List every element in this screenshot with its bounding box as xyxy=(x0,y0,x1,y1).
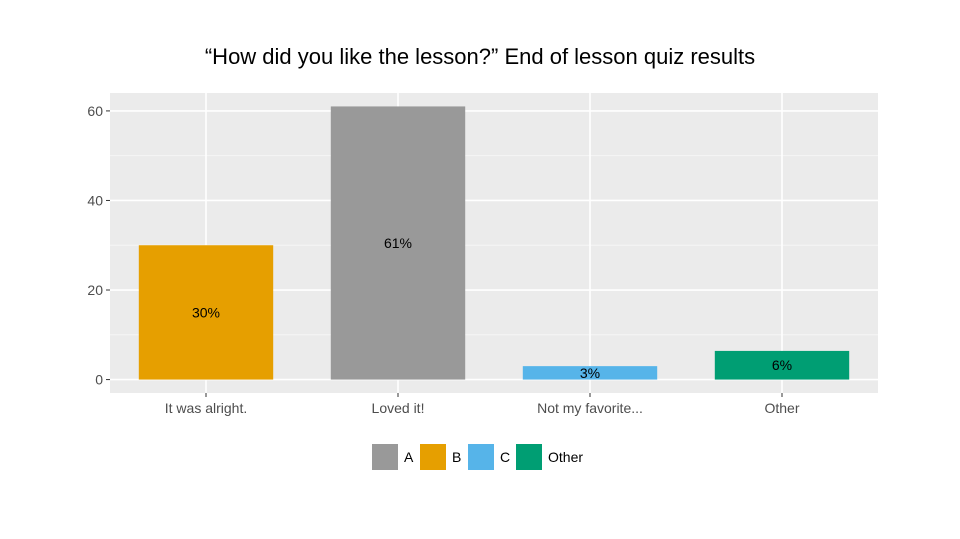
legend-label: A xyxy=(404,449,414,465)
legend-key-other xyxy=(516,444,542,470)
x-tick-label: Loved it! xyxy=(372,400,425,416)
y-tick-label: 40 xyxy=(87,192,103,208)
legend-key-c xyxy=(468,444,494,470)
chart-title: “How did you like the lesson?” End of le… xyxy=(205,44,755,69)
x-axis: It was alright. Loved it! Not my favorite.… xyxy=(165,393,800,416)
legend: A B C Other xyxy=(372,444,583,470)
legend-key-a xyxy=(372,444,398,470)
legend-label: C xyxy=(500,449,510,465)
y-tick-label: 0 xyxy=(95,372,103,388)
bar-data-labels: 30% 61% 3% 6% xyxy=(192,235,792,381)
x-tick-label: It was alright. xyxy=(165,400,247,416)
bar-data-label: 61% xyxy=(384,235,412,251)
bar-other xyxy=(714,350,850,380)
bar-not-my-favorite xyxy=(522,366,658,380)
y-tick-label: 20 xyxy=(87,282,103,298)
legend-label: B xyxy=(452,449,461,465)
x-tick-label: Not my favorite... xyxy=(537,400,643,416)
bars xyxy=(138,106,850,380)
legend-key-b xyxy=(420,444,446,470)
x-tick-label: Other xyxy=(764,400,799,416)
bar-loved-it xyxy=(330,106,466,380)
y-axis: 0 20 40 60 xyxy=(87,103,110,388)
bar-it-was-alright xyxy=(138,245,274,380)
bar-data-label: 6% xyxy=(772,357,792,373)
legend-label: Other xyxy=(548,449,583,465)
bar-data-label: 30% xyxy=(192,304,220,320)
y-tick-label: 60 xyxy=(87,103,103,119)
bar-data-label: 3% xyxy=(580,365,600,381)
